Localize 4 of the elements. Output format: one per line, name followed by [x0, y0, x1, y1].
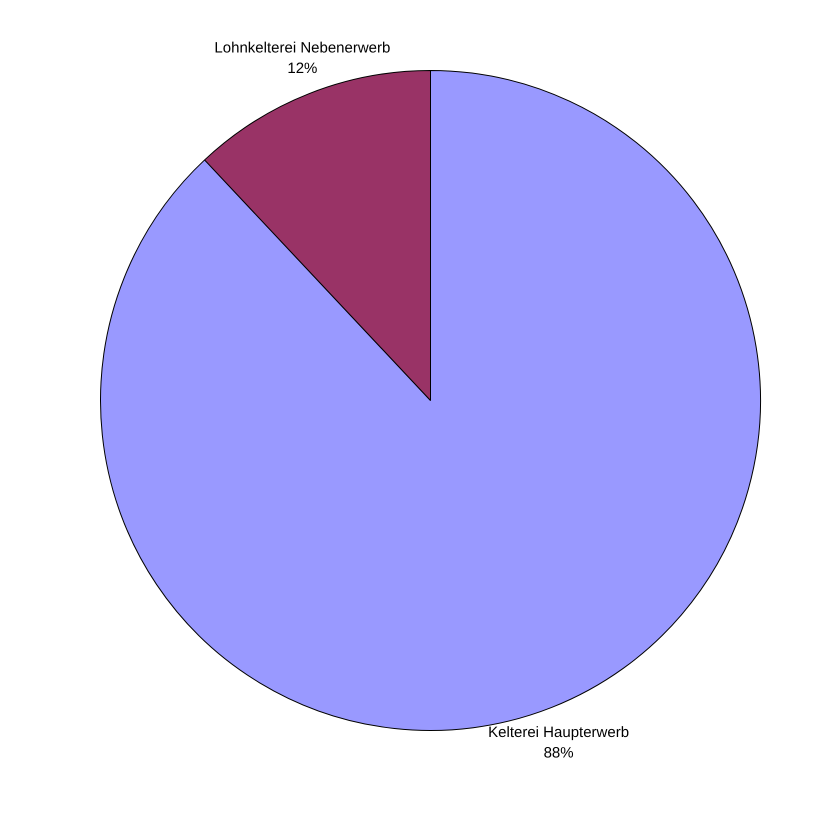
data-label: 12%: [287, 60, 318, 77]
slice-label: Lohnkelterei Nebenerwerb: [214, 40, 390, 57]
slice-label: Kelterei Haupterwerb: [488, 724, 630, 742]
data-label: 88%: [544, 744, 574, 762]
